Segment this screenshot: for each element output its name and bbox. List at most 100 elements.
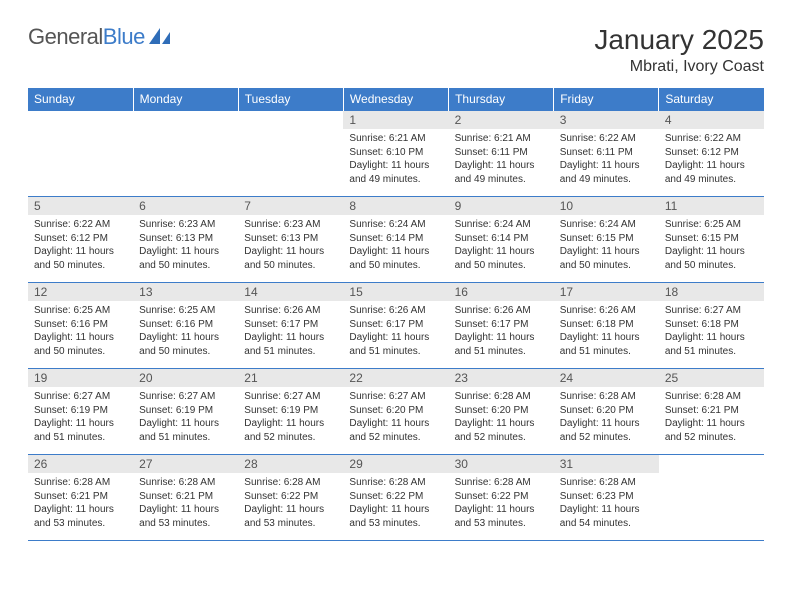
daylight-text: Daylight: 11 hours and 52 minutes. [244, 417, 337, 444]
day-number: 6 [133, 197, 238, 215]
sunrise-text: Sunrise: 6:28 AM [349, 476, 442, 490]
daylight-text: Daylight: 11 hours and 51 minutes. [560, 331, 653, 358]
day-body: Sunrise: 6:23 AMSunset: 6:13 PMDaylight:… [238, 215, 343, 275]
dayheader-sunday: Sunday [28, 88, 133, 111]
day-body: Sunrise: 6:22 AMSunset: 6:12 PMDaylight:… [659, 129, 764, 189]
sunset-text: Sunset: 6:14 PM [455, 232, 548, 246]
day-body: Sunrise: 6:24 AMSunset: 6:14 PMDaylight:… [449, 215, 554, 275]
calendar-row: 12Sunrise: 6:25 AMSunset: 6:16 PMDayligh… [28, 283, 764, 369]
dayheader-tuesday: Tuesday [238, 88, 343, 111]
day-number: 23 [449, 369, 554, 387]
sunrise-text: Sunrise: 6:22 AM [560, 132, 653, 146]
day-number: 1 [343, 111, 448, 129]
sunrise-text: Sunrise: 6:28 AM [455, 390, 548, 404]
day-body: Sunrise: 6:28 AMSunset: 6:20 PMDaylight:… [554, 387, 659, 447]
brand-part2: Blue [103, 24, 145, 49]
dayheader-friday: Friday [554, 88, 659, 111]
calendar-cell: 23Sunrise: 6:28 AMSunset: 6:20 PMDayligh… [449, 369, 554, 455]
sunset-text: Sunset: 6:21 PM [139, 490, 232, 504]
calendar-cell: 26Sunrise: 6:28 AMSunset: 6:21 PMDayligh… [28, 455, 133, 541]
dayheader-saturday: Saturday [659, 88, 764, 111]
sunrise-text: Sunrise: 6:28 AM [34, 476, 127, 490]
daylight-text: Daylight: 11 hours and 51 minutes. [34, 417, 127, 444]
calendar-table: Sunday Monday Tuesday Wednesday Thursday… [28, 88, 764, 541]
sunset-text: Sunset: 6:19 PM [34, 404, 127, 418]
day-body: Sunrise: 6:24 AMSunset: 6:15 PMDaylight:… [554, 215, 659, 275]
calendar-cell: 31Sunrise: 6:28 AMSunset: 6:23 PMDayligh… [554, 455, 659, 541]
sunset-text: Sunset: 6:19 PM [244, 404, 337, 418]
calendar-cell: 22Sunrise: 6:27 AMSunset: 6:20 PMDayligh… [343, 369, 448, 455]
daylight-text: Daylight: 11 hours and 50 minutes. [560, 245, 653, 272]
sunset-text: Sunset: 6:17 PM [455, 318, 548, 332]
day-number: 3 [554, 111, 659, 129]
sunset-text: Sunset: 6:22 PM [349, 490, 442, 504]
day-number: 25 [659, 369, 764, 387]
daylight-text: Daylight: 11 hours and 50 minutes. [665, 245, 758, 272]
dayheader-monday: Monday [133, 88, 238, 111]
day-number: 7 [238, 197, 343, 215]
day-body: Sunrise: 6:27 AMSunset: 6:18 PMDaylight:… [659, 301, 764, 361]
sunrise-text: Sunrise: 6:21 AM [349, 132, 442, 146]
daylight-text: Daylight: 11 hours and 50 minutes. [34, 331, 127, 358]
calendar-cell: 13Sunrise: 6:25 AMSunset: 6:16 PMDayligh… [133, 283, 238, 369]
page-header: GeneralBlue January 2025 Mbrati, Ivory C… [28, 24, 764, 76]
calendar-cell: 25Sunrise: 6:28 AMSunset: 6:21 PMDayligh… [659, 369, 764, 455]
daylight-text: Daylight: 11 hours and 51 minutes. [665, 331, 758, 358]
calendar-cell: 11Sunrise: 6:25 AMSunset: 6:15 PMDayligh… [659, 197, 764, 283]
daylight-text: Daylight: 11 hours and 52 minutes. [349, 417, 442, 444]
sunset-text: Sunset: 6:17 PM [349, 318, 442, 332]
sunset-text: Sunset: 6:13 PM [244, 232, 337, 246]
daylight-text: Daylight: 11 hours and 49 minutes. [560, 159, 653, 186]
day-number: 10 [554, 197, 659, 215]
day-body: Sunrise: 6:26 AMSunset: 6:17 PMDaylight:… [343, 301, 448, 361]
sunset-text: Sunset: 6:23 PM [560, 490, 653, 504]
calendar-cell: 1Sunrise: 6:21 AMSunset: 6:10 PMDaylight… [343, 111, 448, 197]
sunset-text: Sunset: 6:21 PM [34, 490, 127, 504]
day-body: Sunrise: 6:25 AMSunset: 6:16 PMDaylight:… [28, 301, 133, 361]
daylight-text: Daylight: 11 hours and 54 minutes. [560, 503, 653, 530]
day-number: 2 [449, 111, 554, 129]
dayheader-wednesday: Wednesday [343, 88, 448, 111]
brand-logo: GeneralBlue [28, 24, 171, 50]
calendar-cell: 9Sunrise: 6:24 AMSunset: 6:14 PMDaylight… [449, 197, 554, 283]
day-number: 11 [659, 197, 764, 215]
sunset-text: Sunset: 6:19 PM [139, 404, 232, 418]
sunset-text: Sunset: 6:22 PM [455, 490, 548, 504]
day-body: Sunrise: 6:22 AMSunset: 6:11 PMDaylight:… [554, 129, 659, 189]
daylight-text: Daylight: 11 hours and 50 minutes. [139, 331, 232, 358]
sunset-text: Sunset: 6:21 PM [665, 404, 758, 418]
day-body: Sunrise: 6:28 AMSunset: 6:20 PMDaylight:… [449, 387, 554, 447]
daylight-text: Daylight: 11 hours and 51 minutes. [455, 331, 548, 358]
calendar-cell: 3Sunrise: 6:22 AMSunset: 6:11 PMDaylight… [554, 111, 659, 197]
sail-icon [149, 28, 171, 46]
day-number: 24 [554, 369, 659, 387]
sunrise-text: Sunrise: 6:21 AM [455, 132, 548, 146]
daylight-text: Daylight: 11 hours and 50 minutes. [34, 245, 127, 272]
day-number: 13 [133, 283, 238, 301]
daylight-text: Daylight: 11 hours and 52 minutes. [560, 417, 653, 444]
sunset-text: Sunset: 6:12 PM [34, 232, 127, 246]
daylight-text: Daylight: 11 hours and 50 minutes. [244, 245, 337, 272]
day-body: Sunrise: 6:28 AMSunset: 6:22 PMDaylight:… [343, 473, 448, 533]
sunrise-text: Sunrise: 6:27 AM [139, 390, 232, 404]
day-body: Sunrise: 6:28 AMSunset: 6:23 PMDaylight:… [554, 473, 659, 533]
day-number: 16 [449, 283, 554, 301]
day-number: 12 [28, 283, 133, 301]
sunrise-text: Sunrise: 6:28 AM [560, 390, 653, 404]
sunrise-text: Sunrise: 6:28 AM [244, 476, 337, 490]
sunset-text: Sunset: 6:10 PM [349, 146, 442, 160]
daylight-text: Daylight: 11 hours and 53 minutes. [455, 503, 548, 530]
calendar-cell: 24Sunrise: 6:28 AMSunset: 6:20 PMDayligh… [554, 369, 659, 455]
sunset-text: Sunset: 6:17 PM [244, 318, 337, 332]
sunrise-text: Sunrise: 6:24 AM [560, 218, 653, 232]
calendar-row: 5Sunrise: 6:22 AMSunset: 6:12 PMDaylight… [28, 197, 764, 283]
day-number: 4 [659, 111, 764, 129]
day-body: Sunrise: 6:23 AMSunset: 6:13 PMDaylight:… [133, 215, 238, 275]
calendar-cell: 7Sunrise: 6:23 AMSunset: 6:13 PMDaylight… [238, 197, 343, 283]
calendar-head: Sunday Monday Tuesday Wednesday Thursday… [28, 88, 764, 111]
sunrise-text: Sunrise: 6:28 AM [665, 390, 758, 404]
calendar-cell: 6Sunrise: 6:23 AMSunset: 6:13 PMDaylight… [133, 197, 238, 283]
sunrise-text: Sunrise: 6:28 AM [455, 476, 548, 490]
sunrise-text: Sunrise: 6:24 AM [455, 218, 548, 232]
day-number: 22 [343, 369, 448, 387]
